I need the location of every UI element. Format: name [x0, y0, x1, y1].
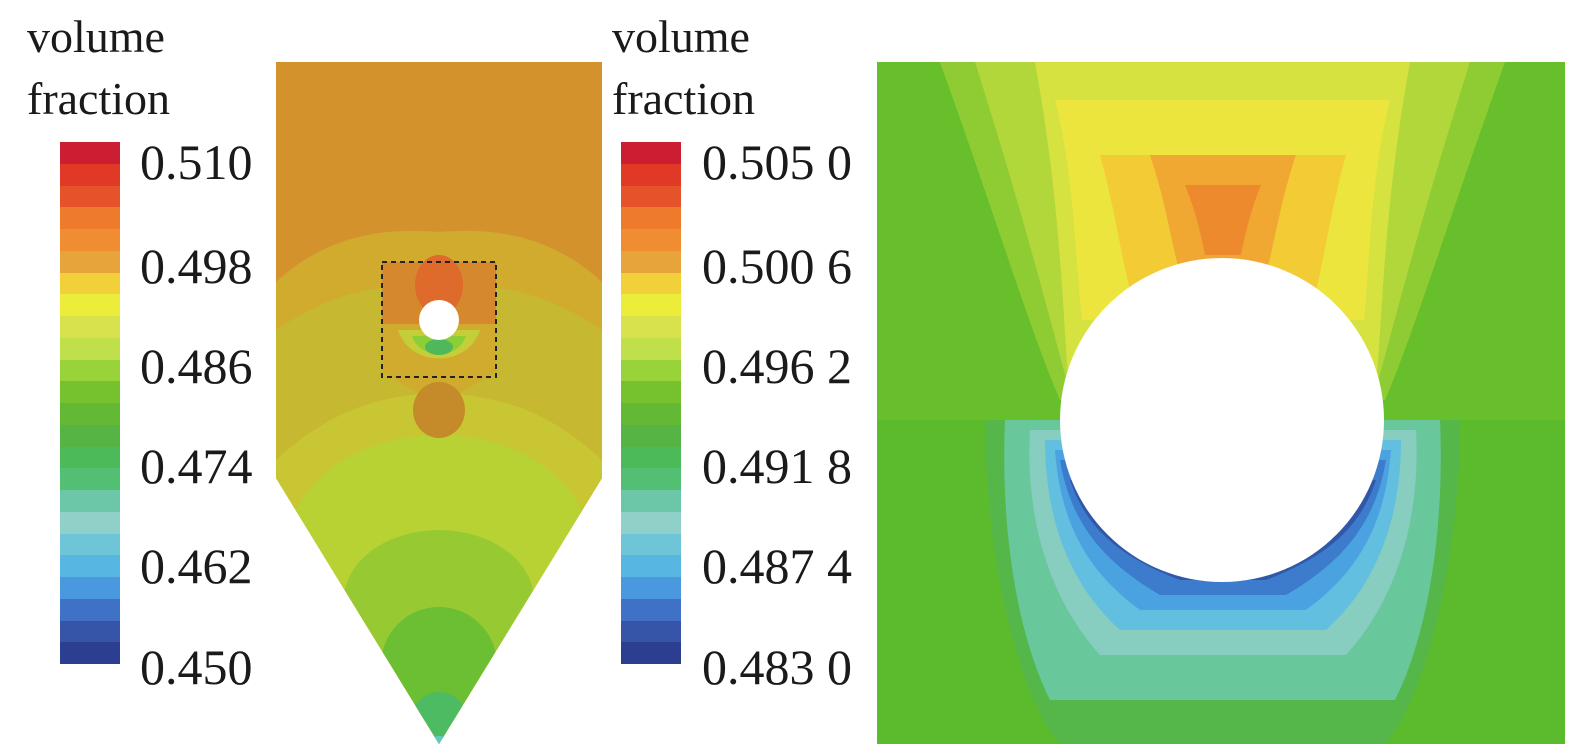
colorbar-segment: [60, 316, 120, 338]
colorbar-segment: [621, 424, 681, 447]
colorbar-segment: [60, 337, 120, 360]
left-tick-2: 0.486: [140, 338, 253, 394]
left-colorbar: [60, 142, 120, 664]
colorbar-segment: [621, 250, 681, 273]
left-tick-1: 0.498: [140, 238, 253, 294]
colorbar-segment: [621, 468, 681, 490]
colorbar-segment: [621, 142, 681, 164]
left-legend-title-line1: volume: [27, 11, 165, 62]
colorbar-segment: [621, 337, 681, 360]
colorbar-segment: [60, 185, 120, 208]
colorbar-segment: [60, 468, 120, 490]
colorbar-segment: [60, 642, 120, 664]
colorbar-segment: [60, 446, 120, 469]
colorbar-segment: [60, 294, 120, 316]
colorbar-segment: [621, 598, 681, 621]
colorbar-segment: [621, 207, 681, 229]
right-legend-title-line2: fraction: [612, 73, 756, 124]
colorbar-segment: [60, 250, 120, 273]
right-tick-0: 0.505 0: [702, 134, 852, 190]
colorbar-segment: [60, 142, 120, 164]
colorbar-segment: [621, 229, 681, 251]
colorbar-segment: [60, 163, 120, 186]
colorbar-segment: [60, 403, 120, 425]
right-tick-5: 0.483 0: [702, 639, 852, 695]
colorbar-segment: [60, 207, 120, 229]
colorbar-segment: [621, 577, 681, 599]
colorbar-segment: [60, 272, 120, 295]
right-legend-title-line1: volume: [612, 11, 750, 62]
right-colorbar: [621, 142, 681, 664]
colorbar-segment: [621, 185, 681, 208]
colorbar-segment: [60, 555, 120, 577]
colorbar-segment: [621, 403, 681, 425]
colorbar-segment: [60, 424, 120, 447]
colorbar-segment: [621, 533, 681, 556]
colorbar-segment: [60, 533, 120, 556]
colorbar-segment: [621, 555, 681, 577]
colorbar-segment: [621, 294, 681, 316]
left-tick-3: 0.474: [140, 438, 253, 494]
colorbar-segment: [621, 163, 681, 186]
colorbar-segment: [60, 620, 120, 643]
colorbar-segment: [60, 490, 120, 512]
right-tick-1: 0.500 6: [702, 238, 852, 294]
colorbar-segment: [621, 381, 681, 403]
right-tick-3: 0.491 8: [702, 438, 852, 494]
colorbar-segment: [621, 490, 681, 512]
colorbar-segment: [60, 359, 120, 382]
left-tick-0: 0.510: [140, 134, 253, 190]
colorbar-segment: [621, 511, 681, 534]
colorbar-segment: [621, 272, 681, 295]
right-tick-4: 0.487 4: [702, 538, 852, 594]
colorbar-segment: [621, 359, 681, 382]
colorbar-segment: [621, 642, 681, 664]
colorbar-segment: [60, 577, 120, 599]
colorbar-segment: [60, 511, 120, 534]
colorbar-segment: [621, 620, 681, 643]
colorbar-segment: [60, 229, 120, 251]
left-tick-5: 0.450: [140, 639, 253, 695]
colorbar-segment: [60, 598, 120, 621]
colorbar-segment: [60, 381, 120, 403]
colorbar-segment: [621, 446, 681, 469]
left-tick-4: 0.462: [140, 538, 253, 594]
right-tick-2: 0.496 2: [702, 338, 852, 394]
colorbar-segment: [621, 316, 681, 338]
left-legend-title-line2: fraction: [27, 73, 171, 124]
